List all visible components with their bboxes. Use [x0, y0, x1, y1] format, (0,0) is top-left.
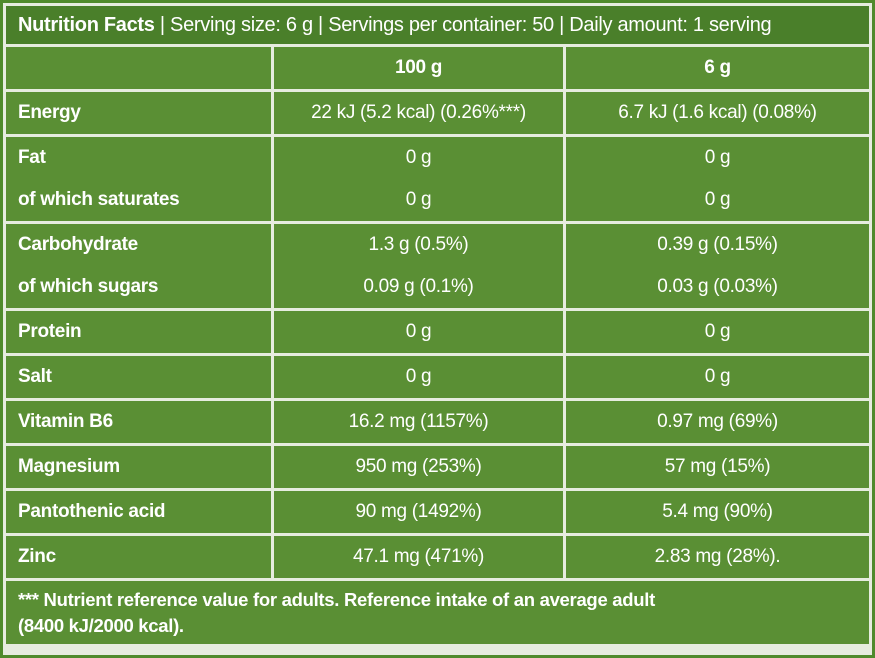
value-100g-cell: 0 g — [274, 356, 563, 398]
value-6g-cell: 57 mg (15%) — [566, 446, 869, 488]
value-100g: 1.3 g (0.5%) — [368, 234, 469, 255]
value-6g: 2.83 mg (28%). — [654, 546, 781, 567]
value-6g: 0.03 g (0.03%) — [657, 276, 778, 297]
header-row: 100 g 6 g — [6, 47, 869, 89]
value-100g-cell: 1.3 g (0.5%) 0.09 g (0.1%) — [274, 224, 563, 308]
nutrient-label: Protein — [18, 321, 82, 342]
value-6g: 0 g — [704, 366, 731, 387]
value-6g-cell: 6.7 kJ (1.6 kcal) (0.08%) — [566, 92, 869, 134]
footnote-line: (8400 kJ/2000 kcal). — [18, 614, 184, 636]
value-100g-cell: 950 mg (253%) — [274, 446, 563, 488]
value-100g-cell: 0 g — [274, 311, 563, 353]
value-100g: 0 g — [405, 366, 432, 387]
nutrient-label: Energy — [18, 102, 81, 123]
nutrient-label: Pantothenic acid — [18, 501, 166, 522]
value-6g: 0 g — [704, 147, 731, 168]
value-6g-cell: 0.97 mg (69%) — [566, 401, 869, 443]
header-6g: 6 g — [566, 47, 869, 89]
footnote: *** Nutrient reference value for adults.… — [6, 581, 869, 644]
value-100g: 90 mg (1492%) — [355, 501, 482, 522]
nutrient-label: Zinc — [18, 546, 56, 567]
value-100g: 16.2 mg (1157%) — [348, 411, 489, 432]
value-6g: 0 g — [704, 189, 731, 210]
nutrient-label-cell: Magnesium — [6, 446, 271, 488]
value-100g-cell: 16.2 mg (1157%) — [274, 401, 563, 443]
value-100g-cell: 22 kJ (5.2 kcal) (0.26%***) — [274, 92, 563, 134]
table-row: Fat of which saturates 0 g 0 g 0 g 0 g — [6, 137, 869, 221]
value-100g-cell: 90 mg (1492%) — [274, 491, 563, 533]
table-row: Zinc 47.1 mg (471%) 2.83 mg (28%). — [6, 536, 869, 578]
value-100g-cell: 47.1 mg (471%) — [274, 536, 563, 578]
table-row: Pantothenic acid 90 mg (1492%) 5.4 mg (90%… — [6, 491, 869, 533]
nutrient-label-cell: Carbohydrate of which sugars — [6, 224, 271, 308]
value-6g: 6.7 kJ (1.6 kcal) (0.08%) — [618, 102, 817, 123]
nutrient-label-cell: Fat of which saturates — [6, 137, 271, 221]
value-6g: 0 g — [704, 321, 731, 342]
nutrient-label: of which saturates — [18, 189, 180, 210]
value-6g-cell: 5.4 mg (90%) — [566, 491, 869, 533]
value-6g: 5.4 mg (90%) — [662, 501, 773, 522]
nutrient-label-cell: Zinc — [6, 536, 271, 578]
table-row: Carbohydrate of which sugars 1.3 g (0.5%) 0… — [6, 224, 869, 308]
nutrition-table-container: Nutrition Facts | Serving size: 6 g | Se… — [3, 3, 872, 655]
nutrient-label: Magnesium — [18, 456, 120, 477]
footnote-line: *** Nutrient reference value for adults.… — [18, 588, 655, 610]
nutrient-label: Salt — [18, 366, 52, 387]
table-row: Protein 0 g 0 g — [6, 311, 869, 353]
value-100g: 0 g — [405, 147, 432, 168]
value-100g: 22 kJ (5.2 kcal) (0.26%***) — [311, 102, 526, 123]
title-row: Nutrition Facts | Serving size: 6 g | Se… — [6, 6, 869, 44]
nutrition-facts-table: Nutrition Facts | Serving size: 6 g | Se… — [3, 3, 872, 647]
value-6g-cell: 0.39 g (0.15%) 0.03 g (0.03%) — [566, 224, 869, 308]
value-6g-cell: 2.83 mg (28%). — [566, 536, 869, 578]
value-6g-cell: 0 g — [566, 356, 869, 398]
footnote-row: *** Nutrient reference value for adults.… — [6, 581, 869, 644]
value-100g: 0 g — [405, 321, 432, 342]
value-100g: 0 g — [405, 189, 432, 210]
table-row: Energy 22 kJ (5.2 kcal) (0.26%***) 6.7 kJ … — [6, 92, 869, 134]
header-100g: 100 g — [274, 47, 563, 89]
table-row: Vitamin B6 16.2 mg (1157%) 0.97 mg (69%) — [6, 401, 869, 443]
value-100g: 950 mg (253%) — [355, 456, 482, 477]
title-main: Nutrition Facts — [18, 13, 155, 36]
value-100g: 47.1 mg (471%) — [353, 546, 484, 567]
value-6g-cell: 0 g 0 g — [566, 137, 869, 221]
nutrient-label: of which sugars — [18, 276, 159, 297]
nutrient-label: Vitamin B6 — [18, 411, 113, 432]
nutrient-label-cell: Pantothenic acid — [6, 491, 271, 533]
title-serving-info: | Serving size: 6 g | Servings per conta… — [154, 13, 772, 36]
nutrient-label-cell: Energy — [6, 92, 271, 134]
nutrient-label-cell: Vitamin B6 — [6, 401, 271, 443]
value-6g: 57 mg (15%) — [664, 456, 771, 477]
value-6g: 0.39 g (0.15%) — [657, 234, 778, 255]
value-6g-cell: 0 g — [566, 311, 869, 353]
value-100g-cell: 0 g 0 g — [274, 137, 563, 221]
nutrient-label-cell: Protein — [6, 311, 271, 353]
value-100g: 0.09 g (0.1%) — [363, 276, 474, 297]
nutrient-label: Fat — [18, 147, 46, 168]
nutrient-label: Carbohydrate — [18, 234, 138, 255]
table-row: Magnesium 950 mg (253%) 57 mg (15%) — [6, 446, 869, 488]
table-title: Nutrition Facts | Serving size: 6 g | Se… — [6, 6, 869, 44]
table-row: Salt 0 g 0 g — [6, 356, 869, 398]
header-nutrient — [6, 47, 271, 89]
nutrient-label-cell: Salt — [6, 356, 271, 398]
value-6g: 0.97 mg (69%) — [657, 411, 778, 432]
